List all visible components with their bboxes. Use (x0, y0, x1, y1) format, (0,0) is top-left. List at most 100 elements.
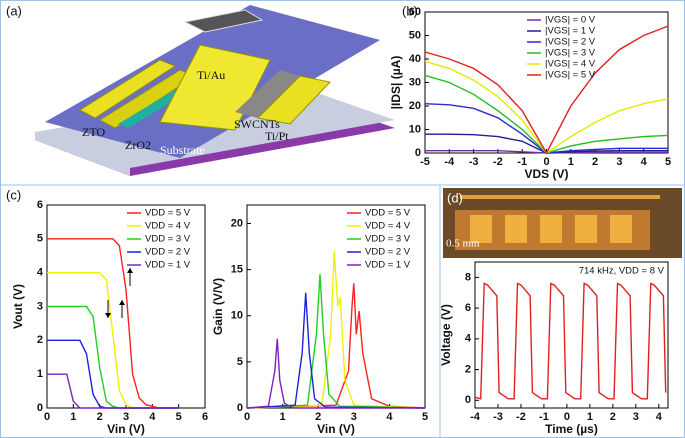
legend-label: VDD = 1 V (365, 260, 411, 271)
stage (470, 215, 492, 243)
x-tick-label: 3 (616, 156, 622, 168)
y-tick-label: 10 (231, 310, 243, 322)
x-tick-label: 2 (315, 411, 321, 423)
y-tick-label: 15 (231, 263, 243, 275)
series-line (47, 305, 179, 409)
legend-label: VDD = 5 V (145, 208, 191, 219)
label: Ti/Au (197, 68, 225, 82)
label: ZrO2 (125, 138, 151, 152)
legend-label: |VGS| = 1 V (545, 26, 596, 37)
x-tick-label: -3 (493, 411, 503, 423)
legend-label: |VGS| = 2 V (545, 37, 596, 48)
panel-label: (c) (6, 187, 21, 202)
x-tick-label: 2 (97, 411, 103, 423)
stage (540, 215, 562, 243)
y-axis-label: |IDS| (µA) (389, 56, 403, 110)
panel-label: (a) (6, 3, 22, 18)
series-line (474, 282, 667, 400)
panel-label: (d) (447, 190, 463, 205)
x-axis-label: Vin (V) (107, 422, 145, 436)
y-tick-label: 60 (409, 6, 421, 18)
x-tick-label: 0 (543, 156, 549, 168)
legend-label: VDD = 4 V (365, 221, 411, 232)
electrode (79, 59, 177, 119)
x-tick-label: -2 (493, 156, 503, 168)
y-tick-label: 5 (37, 233, 43, 245)
y-tick-label: 2 (37, 334, 43, 346)
y-tick-label: 0 (465, 394, 471, 406)
series-line (246, 292, 426, 409)
pad (183, 9, 264, 33)
series-line (47, 373, 179, 409)
y-tick-label: 8 (465, 271, 471, 283)
y-tick-label: 6 (465, 302, 471, 314)
legend-label: |VGS| = 3 V (545, 48, 596, 59)
label: ZTO (82, 125, 105, 139)
y-tick-label: 0 (37, 402, 43, 414)
x-tick-label: -5 (420, 156, 430, 168)
y-tick-label: 30 (409, 76, 421, 88)
photo: (d) 0.5 mm (443, 188, 682, 258)
x-axis-label: Vin (V) (317, 422, 355, 436)
legend-label: VDD = 5 V (365, 208, 411, 219)
x-tick-label: 0 (564, 411, 570, 423)
stage (610, 215, 632, 243)
arrow-head (119, 300, 125, 305)
swcnt (235, 70, 300, 118)
series-line (424, 25, 669, 155)
schematic: Ti/Au ZTO ZrO2 SWCNTs Ti/Pt Substrate (a… (6, 3, 395, 176)
label: SWCNTs (234, 117, 280, 131)
x-tick-label: -1 (517, 156, 527, 168)
y-axis-label: Vout (V) (11, 284, 25, 329)
legend-label: |VGS| = 4 V (545, 59, 596, 70)
legend-label: VDD = 1 V (145, 260, 191, 271)
y-tick-label: 6 (37, 199, 43, 211)
y-tick-label: 2 (465, 363, 471, 375)
x-axis-label: VDS (V) (524, 167, 568, 181)
series-line (424, 74, 669, 154)
x-tick-label: 3 (351, 411, 357, 423)
x-tick-label: 1 (568, 156, 574, 168)
label: Substrate (160, 143, 205, 157)
x-tick-label: -3 (469, 156, 479, 168)
x-tick-label: -2 (516, 411, 526, 423)
legend-label: VDD = 3 V (145, 234, 191, 245)
series-line (246, 251, 426, 409)
x-tick-label: 0 (44, 411, 50, 423)
x-tick-label: 1 (280, 411, 286, 423)
x-tick-label: 2 (610, 411, 616, 423)
y-tick-label: 1 (37, 368, 43, 380)
x-tick-label: 4 (386, 411, 393, 423)
plot-frame (474, 261, 669, 409)
x-tick-label: -4 (470, 411, 481, 423)
x-tick-label: 1 (70, 411, 76, 423)
x-tick-label: 4 (656, 411, 663, 423)
stage (575, 215, 597, 243)
x-tick-label: -1 (539, 411, 549, 423)
y-tick-label: 3 (37, 300, 43, 312)
y-tick-label: 4 (465, 333, 472, 345)
y-axis-label: Gain (V/V) (211, 278, 225, 335)
panel-label: (b) (402, 3, 418, 18)
x-axis-label: Time (µs) (545, 422, 598, 436)
legend-label: VDD = 4 V (145, 221, 191, 232)
series-line (246, 283, 426, 409)
scale-label: 0.5 mm (446, 238, 480, 250)
x-tick-label: -4 (444, 156, 455, 168)
y-axis-label: Voltage (V) (439, 304, 453, 366)
x-tick-label: 5 (176, 411, 182, 423)
annotation: 714 kHz, VDD = 8 V (579, 266, 665, 277)
y-tick-label: 40 (409, 53, 421, 65)
arrow-head (105, 313, 111, 318)
x-tick-label: 3 (123, 411, 129, 423)
x-tick-label: 5 (665, 156, 671, 168)
label: Ti/Pt (265, 129, 289, 143)
legend-label: VDD = 2 V (145, 247, 191, 258)
x-tick-label: 4 (641, 156, 648, 168)
series-line (246, 274, 426, 409)
legend-label: VDD = 3 V (365, 234, 411, 245)
trace (460, 195, 660, 199)
x-tick-label: 4 (149, 411, 156, 423)
y-tick-label: 5 (237, 356, 243, 368)
